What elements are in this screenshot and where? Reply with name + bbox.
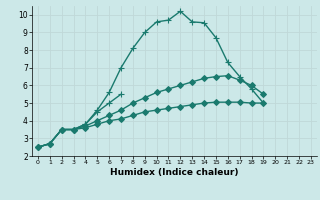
X-axis label: Humidex (Indice chaleur): Humidex (Indice chaleur) xyxy=(110,168,239,177)
